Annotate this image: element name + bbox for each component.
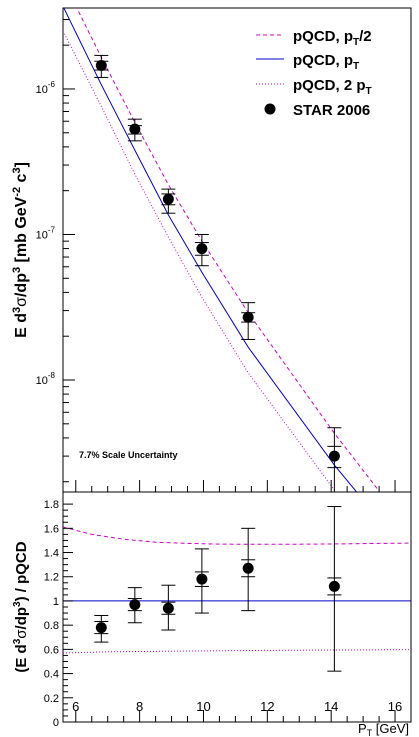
bottom-marker [242,562,254,574]
bottom-ticks: 0 0.2 0.4 0.6 0.8 1 1.2 1.4 1.6 1.8 6 8 10 12 14 16 [44,480,402,729]
top-marker [242,311,254,323]
bottom-marker [162,602,174,614]
top-marker [196,243,208,255]
top-y-axis-label: E d3σ/dp3 [mb GeV-2 c3] [11,162,30,338]
top-point-5 [327,427,342,492]
bottom-point-3 [194,548,209,614]
bottom-data-points [94,506,342,672]
top-marker [129,123,141,135]
bottom-curve-2 [63,649,411,654]
top-point-3 [194,233,209,267]
top-marker [95,59,107,71]
top-point-4 [241,302,256,340]
x-tick-label-0: 6 [72,699,79,714]
bottom-point-5 [327,506,342,672]
x-tick-label-1: 8 [136,699,143,714]
bottom-point-1 [127,587,142,624]
x-tick-label-3: 12 [260,699,274,714]
bottom-marker [129,599,141,611]
bottom-y-axis-label: (E d3σ/dp3) / pQCD [12,541,30,672]
bottom-y-tick-label-6: 1.2 [44,572,59,584]
legend-marker-star [264,103,276,115]
legend-label-2pt: pQCD, 2 pT [293,77,372,97]
top-marker [328,450,340,462]
top-curves [63,8,381,492]
legend: pQCD, pT/2 pQCD, pT pQCD, 2 pT STAR 2006 [256,28,372,119]
scale-uncertainty-annotation: 7.7% Scale Uncertainty [79,450,178,460]
bottom-curve-0 [63,526,411,545]
bottom-marker [95,622,107,634]
legend-label-pt: pQCD, pT [293,52,359,72]
bottom-point-0 [94,614,109,643]
bottom-y-tick-label-0: 0 [53,717,59,729]
top-y-tick-label-1: 10-7 [36,225,56,241]
top-marker [162,193,174,205]
bottom-y-tick-label-7: 1.4 [44,548,59,560]
bottom-y-tick-label-2: 0.4 [44,669,59,681]
top-y-tick-label-0: 10-6 [36,80,56,96]
bottom-point-4 [241,527,256,612]
top-curve-2 [63,30,337,492]
top-point-0 [94,54,109,78]
legend-label-pt-half: pQCD, pT/2 [293,28,372,48]
x-axis-label: PT [GeV] [358,721,409,737]
bottom-point-2 [161,584,176,631]
x-tick-label-4: 14 [324,699,338,714]
top-point-1 [127,118,142,142]
bottom-y-tick-label-8: 1.6 [44,523,59,535]
bottom-y-tick-label-1: 0.2 [44,693,59,705]
top-data-points [94,54,342,492]
x-tick-label-5: 16 [388,699,402,714]
bottom-plot-frame [62,491,412,723]
bottom-curves [63,526,411,654]
top-curve-0 [76,8,381,492]
bottom-marker [196,573,208,585]
bottom-y-tick-label-9: 1.8 [44,499,59,511]
top-y-tick-label-2: 10-8 [36,371,56,387]
bottom-marker [328,580,340,592]
top-y-ticks: 10-6 10-7 10-8 [36,19,75,483]
x-tick-label-2: 10 [196,699,210,714]
bottom-y-tick-label-5: 1 [53,596,59,608]
top-point-2 [161,188,176,214]
bottom-y-tick-label-4: 0.8 [44,620,59,632]
bottom-y-tick-label-3: 0.6 [44,644,59,656]
top-curve-1 [63,8,358,492]
legend-label-star: STAR 2006 [293,102,370,119]
